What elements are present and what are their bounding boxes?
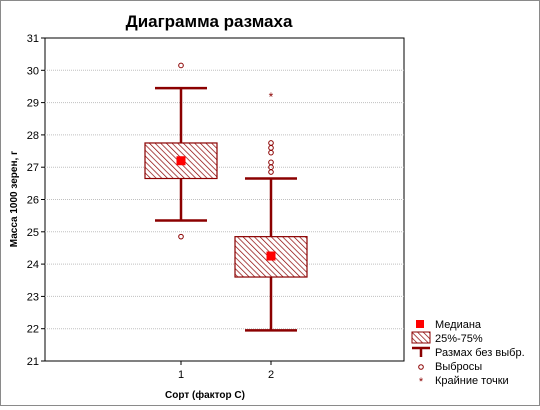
legend-whisker-label: Размах без выбр.: [435, 347, 525, 359]
y-tick-label: 26: [27, 195, 39, 207]
x-tick-label: 1: [178, 369, 184, 381]
extreme-point: *: [269, 90, 274, 104]
y-tick-label: 27: [27, 162, 39, 174]
box-series: *: [144, 62, 308, 332]
x-axis-label: Сорт (фактор С): [165, 389, 245, 401]
y-tick-label: 28: [27, 130, 39, 142]
legend-outlier-swatch: [418, 364, 424, 370]
outlier-point: [268, 159, 274, 166]
y-tick-label: 25: [27, 227, 39, 239]
y-tick-label: 30: [27, 65, 39, 77]
legend-box-swatch: [411, 331, 431, 344]
legend: Медиана 25%-75% Размах без выбр. Выбросы…: [411, 319, 525, 388]
median-marker: [176, 156, 186, 166]
legend-median-label: Медиана: [435, 319, 482, 331]
y-axis-label: Масса 1000 зерен, г: [9, 151, 20, 247]
legend-extreme-swatch: *: [419, 376, 424, 388]
outlier-point: [178, 62, 184, 69]
y-tick-label: 29: [27, 98, 39, 110]
legend-box-label: 25%-75%: [435, 333, 483, 345]
y-tick-label: 22: [27, 324, 39, 336]
y-tick-label: 21: [27, 356, 39, 368]
y-tick-label: 24: [27, 259, 39, 271]
y-tick-label: 31: [27, 33, 39, 45]
legend-outlier-label: Выбросы: [435, 361, 482, 373]
legend-median-swatch: [416, 320, 424, 328]
outlier-point: [178, 233, 184, 240]
y-tick-label: 23: [27, 291, 39, 303]
x-tick-label: 2: [268, 369, 274, 381]
chart-title: Диаграмма размаха: [126, 12, 293, 31]
legend-whisker-swatch: [412, 346, 430, 357]
y-axis: 21 22 23 24 25 26 27 28 29 30 31: [27, 33, 45, 368]
outlier-point: [268, 140, 274, 146]
plot-area: [44, 37, 405, 362]
legend-extreme-label: Крайние точки: [435, 375, 509, 387]
median-marker: [266, 251, 276, 261]
